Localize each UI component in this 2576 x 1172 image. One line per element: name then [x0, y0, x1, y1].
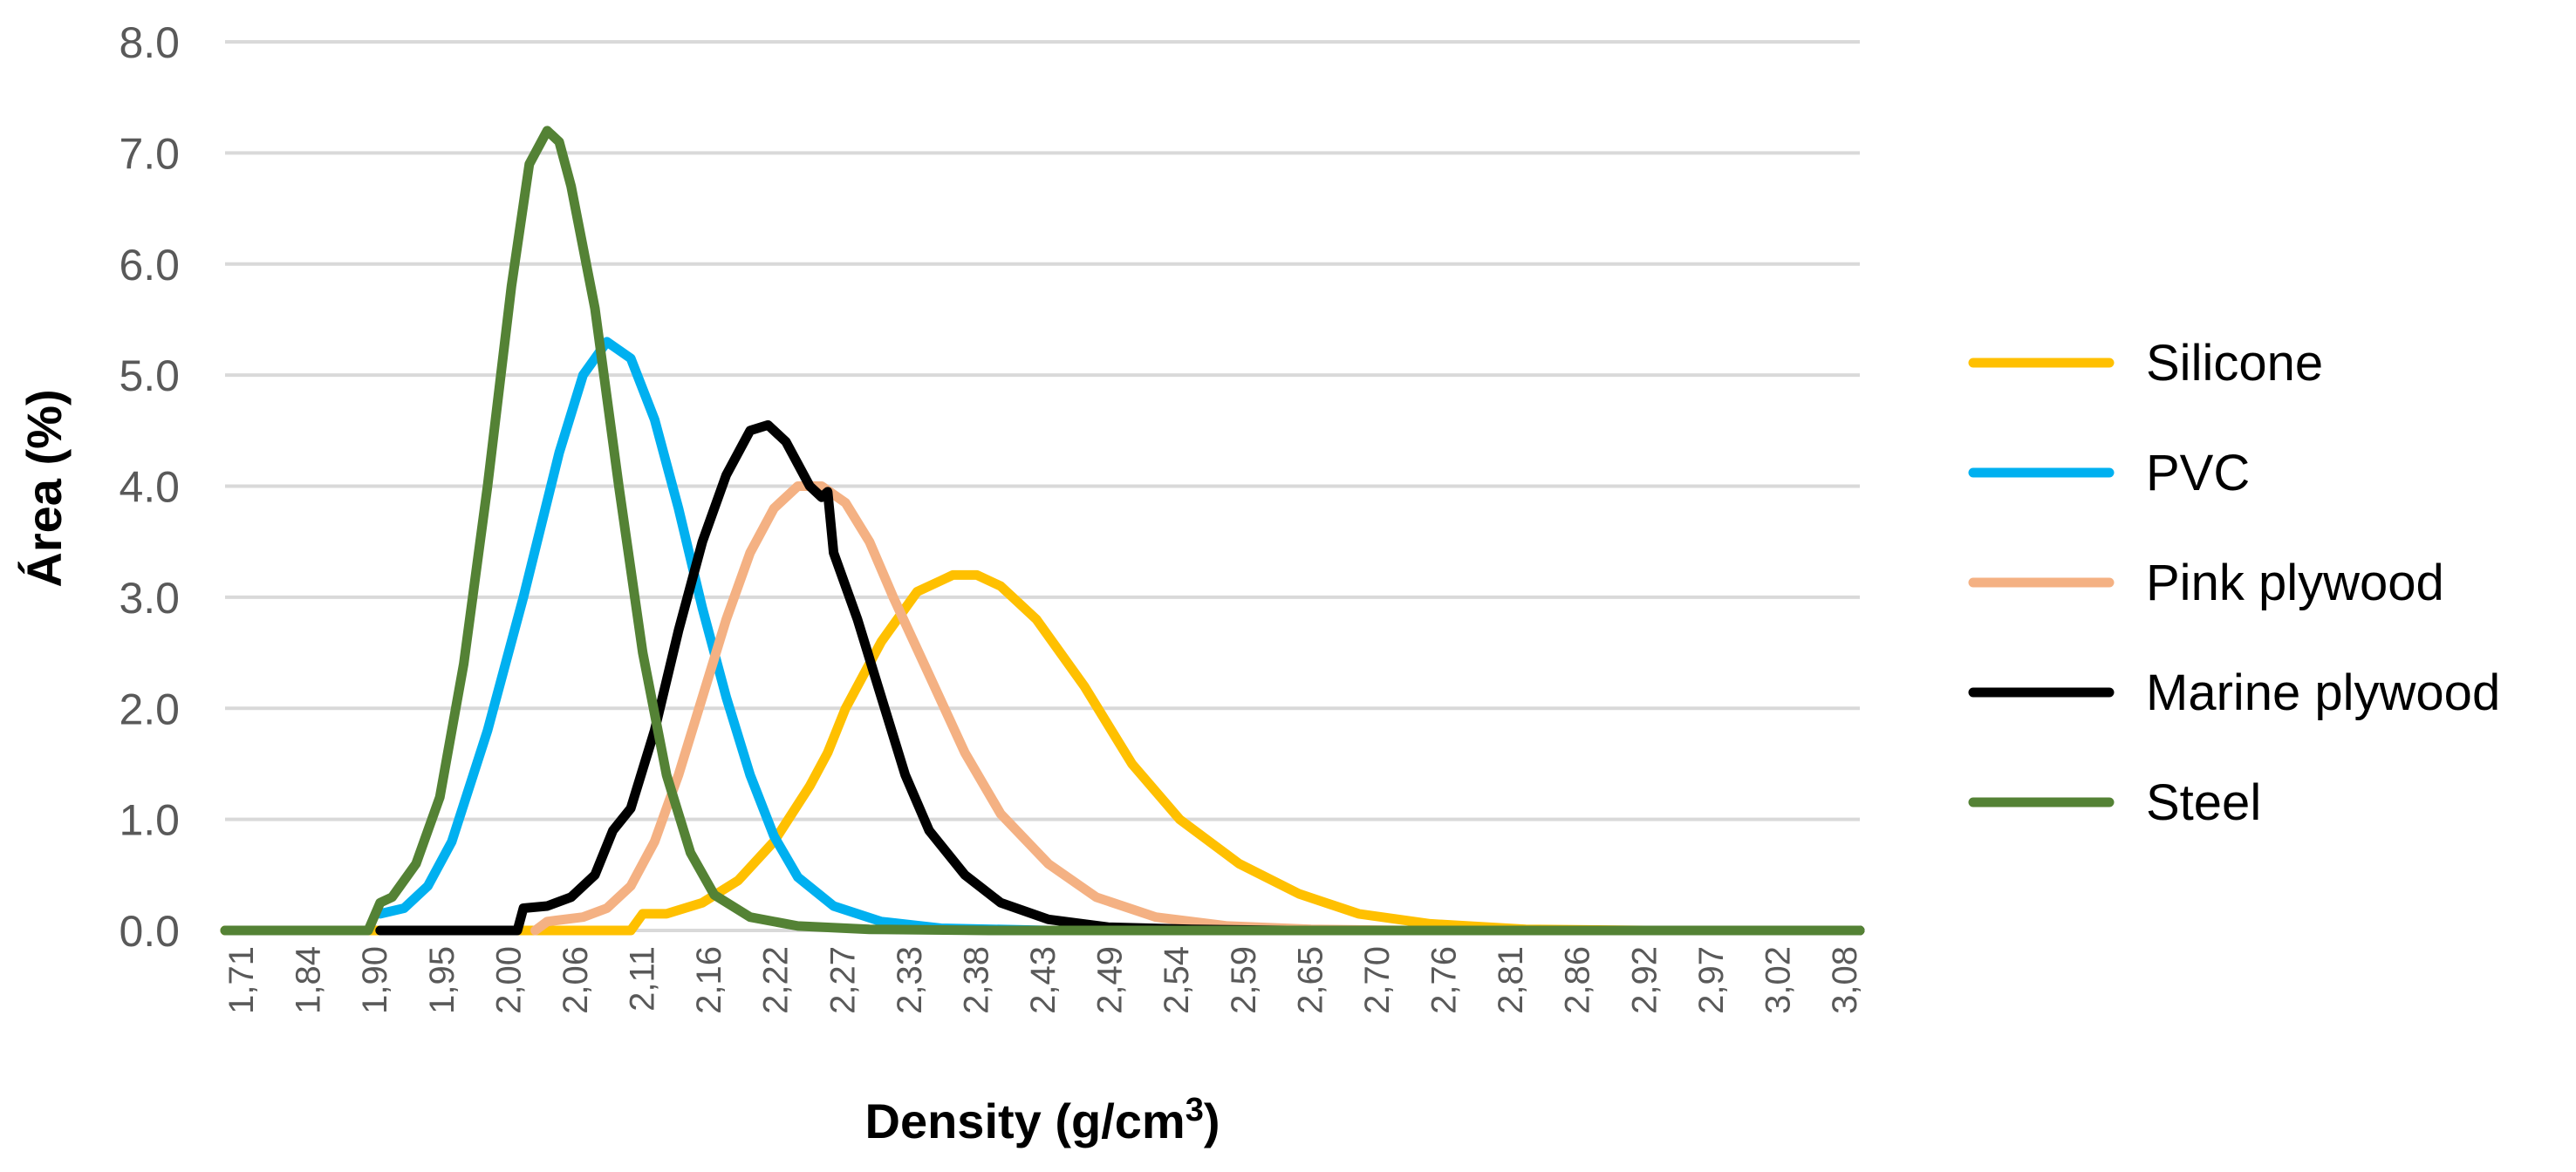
- x-tick-label: 2,49: [1091, 946, 1130, 1014]
- x-axis-title-superscript: 3: [1186, 1092, 1204, 1128]
- x-tick-label: 2,00: [489, 946, 528, 1014]
- x-axis-title-text: Density (g/cm: [865, 1094, 1186, 1148]
- y-tick-label: 3.0: [119, 574, 180, 623]
- x-tick-label: 2,76: [1425, 946, 1464, 1014]
- x-tick-label: 1,71: [222, 946, 261, 1014]
- series-line-marine-plywood: [375, 419, 1865, 936]
- x-tick-label: 2,27: [823, 946, 862, 1014]
- y-tick-label: 4.0: [119, 463, 180, 512]
- x-tick-label: 1,84: [290, 946, 328, 1014]
- x-axis-title-close: ): [1204, 1094, 1220, 1148]
- x-tick-label: 2,70: [1358, 946, 1397, 1014]
- x-tick-label: 3,08: [1826, 946, 1864, 1014]
- legend-item-pink-plywood: Pink plywood: [1968, 555, 2444, 611]
- y-tick-label: 0.0: [119, 907, 180, 956]
- y-tick-label: 2.0: [119, 685, 180, 733]
- plot-area: [220, 126, 1865, 936]
- x-tick-label: 2,22: [757, 946, 796, 1014]
- legend-label: Silicone: [2146, 335, 2323, 392]
- x-tick-label: 3,02: [1759, 946, 1797, 1014]
- legend-item-steel: Steel: [1968, 774, 2261, 831]
- x-tick-label: 2,97: [1692, 946, 1731, 1014]
- legend-item-pvc: PVC: [1968, 445, 2250, 501]
- x-tick-label: 2,33: [891, 946, 929, 1014]
- series-line-pvc: [375, 337, 1865, 936]
- series-line-pink-plywood: [530, 481, 1865, 936]
- x-axis-ticks: 1,71 1,84 1,90 1,95 2,00 2,06 2,11 2,16 2,22 2,27…: [222, 946, 1864, 1014]
- legend-label: Steel: [2146, 774, 2261, 831]
- y-tick-label: 7.0: [119, 129, 180, 178]
- x-tick-label: 2,06: [557, 946, 595, 1014]
- x-tick-label: 2,16: [690, 946, 728, 1014]
- legend-label: Marine plywood: [2146, 664, 2500, 721]
- x-tick-label: 2,38: [957, 946, 995, 1014]
- x-tick-label: 2,43: [1024, 946, 1063, 1014]
- legend: Silicone PVC Pink plywood Marine plywood Ste…: [1968, 335, 2500, 831]
- x-tick-label: 1,95: [423, 946, 461, 1014]
- x-tick-label: 1,90: [356, 946, 394, 1014]
- x-tick-label: 2,81: [1492, 946, 1530, 1014]
- legend-item-marine-plywood: Marine plywood: [1968, 664, 2500, 721]
- series-line-steel: [220, 126, 1865, 936]
- x-axis-title: Density (g/cm3): [865, 1092, 1220, 1148]
- x-tick-label: 2,59: [1225, 946, 1263, 1014]
- legend-label: Pink plywood: [2146, 555, 2444, 611]
- x-tick-label: 2,86: [1559, 946, 1597, 1014]
- x-tick-label: 2,11: [624, 946, 662, 1012]
- legend-item-silicone: Silicone: [1968, 335, 2323, 392]
- x-tick-label: 2,54: [1158, 946, 1196, 1014]
- y-axis-ticks: 0.0 1.0 2.0 3.0 4.0 5.0 6.0 7.0 8.0: [119, 18, 180, 956]
- x-tick-label: 2,65: [1291, 946, 1329, 1014]
- y-tick-label: 6.0: [119, 241, 180, 290]
- legend-label: PVC: [2146, 445, 2250, 501]
- x-tick-label: 2,92: [1625, 946, 1664, 1014]
- y-tick-label: 1.0: [119, 796, 180, 845]
- y-tick-label: 5.0: [119, 351, 180, 400]
- y-axis-title: Área (%): [17, 389, 72, 587]
- y-tick-label: 8.0: [119, 18, 180, 67]
